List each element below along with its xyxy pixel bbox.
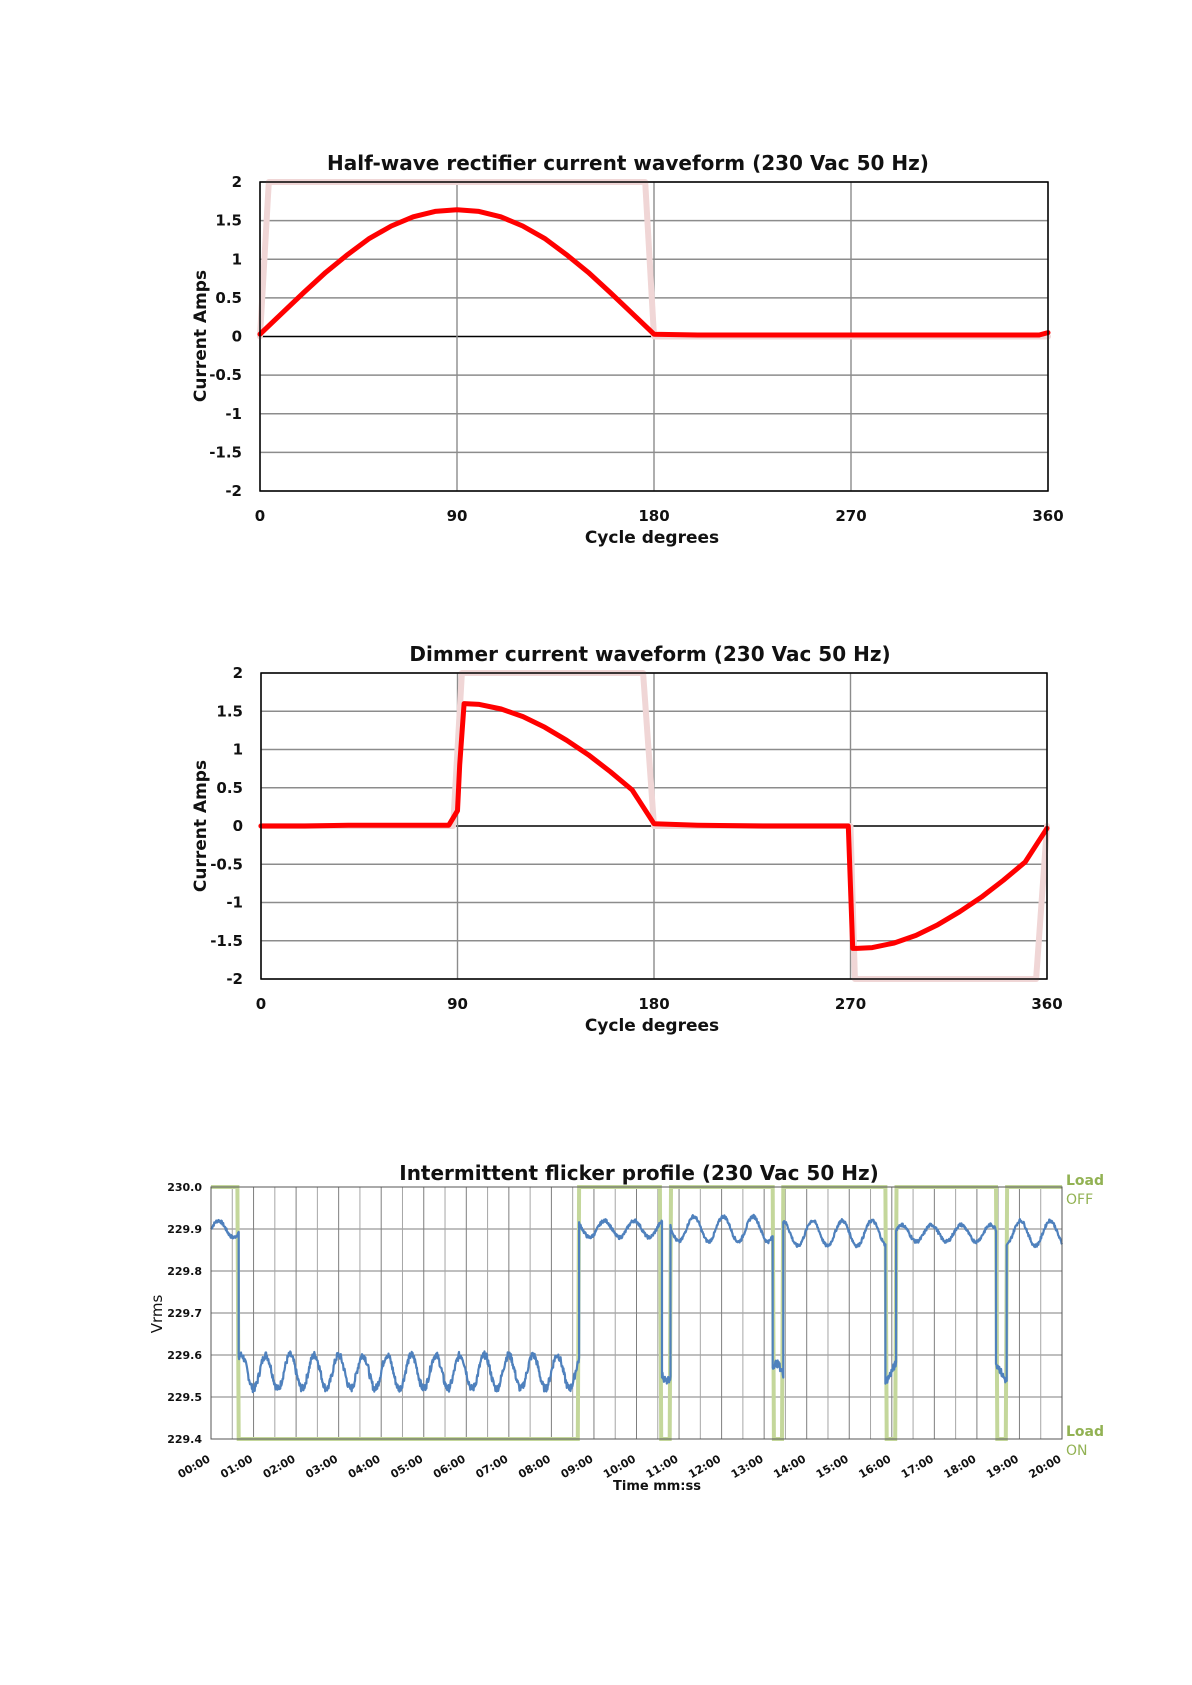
chart-intermittent-flicker: Intermittent flicker profile (230 Vac 50…	[148, 1161, 1104, 1494]
c3-xtick-14: 14:00	[771, 1452, 808, 1481]
c2-ytick-7: -1.5	[210, 932, 243, 950]
chart1-x-axis-label: Cycle degrees	[585, 528, 719, 548]
c2-xtick-1: 90	[447, 995, 468, 1013]
c3-xtick-2: 02:00	[261, 1452, 298, 1481]
chart3-load-off-label-2: OFF	[1066, 1192, 1093, 1208]
c3-xtick-19: 19:00	[984, 1452, 1021, 1481]
c2-ytick-5: -0.5	[210, 855, 243, 873]
c3-xtick-16: 16:00	[856, 1452, 893, 1481]
chart-dimmer: Dimmer current waveform (230 Vac 50 Hz) …	[191, 642, 1063, 1036]
chart3-y-tick-labels: 230.0 229.9 229.8 229.7 229.6 229.5 229.4	[167, 1181, 202, 1446]
c3-xtick-8: 08:00	[516, 1452, 553, 1481]
chart2-y-axis-label: Current Amps	[191, 760, 211, 892]
chart3-x-axis-label: Time mm:ss	[613, 1479, 701, 1494]
c3-xtick-1: 01:00	[218, 1452, 255, 1481]
c3-ytick-1: 229.9	[167, 1223, 202, 1236]
c1-xtick-3: 270	[835, 507, 866, 525]
c2-series-0	[258, 701, 1050, 951]
chart2-plot-frame	[260, 672, 1048, 980]
c3-xtick-12: 12:00	[686, 1452, 723, 1481]
chart-half-wave-rectifier: Half-wave rectifier current waveform (23…	[191, 151, 1064, 548]
chart2-title: Dimmer current waveform (230 Vac 50 Hz)	[409, 642, 890, 666]
chart1-plot-frame	[259, 181, 1049, 492]
c3-xtick-10: 10:00	[601, 1452, 638, 1481]
c3-xtick-5: 05:00	[388, 1452, 425, 1481]
chart2-y-tick-labels: 2 1.5 1 0.5 0 -0.5 -1 -1.5 -2	[210, 664, 243, 988]
c3-xtick-9: 09:00	[559, 1452, 596, 1481]
c2-ytick-3: 0.5	[216, 779, 243, 797]
c2-xtick-3: 270	[835, 995, 866, 1013]
c3-xtick-4: 04:00	[346, 1452, 383, 1481]
chart2-x-tick-labels: 0 90 180 270 360	[256, 995, 1063, 1013]
chart3-load-off-label-1: Load	[1066, 1173, 1104, 1189]
c3-xtick-20: 20:00	[1027, 1452, 1064, 1481]
chart3-load-on-label-2: ON	[1066, 1443, 1088, 1459]
c3-ytick-5: 229.5	[167, 1391, 202, 1404]
chart1-y-axis-label: Current Amps	[191, 270, 211, 402]
chart2-x-axis-label: Cycle degrees	[585, 1016, 719, 1036]
c1-ytick-1: 1.5	[215, 212, 242, 230]
c2-ytick-8: -2	[226, 970, 243, 988]
c3-xtick-0: 00:00	[176, 1452, 213, 1481]
chart3-plot-frame	[210, 1186, 1063, 1440]
c3-ytick-0: 230.0	[167, 1181, 202, 1194]
c3-vrms-series	[210, 1213, 1063, 1394]
c3-xtick-17: 17:00	[899, 1452, 936, 1481]
c3-xtick-18: 18:00	[942, 1452, 979, 1481]
c1-xtick-2: 180	[638, 507, 669, 525]
c2-ytick-6: -1	[226, 894, 243, 912]
c3-ytick-3: 229.7	[167, 1307, 202, 1320]
c1-ytick-3: 0.5	[215, 289, 242, 307]
chart3-load-on-label-1: Load	[1066, 1424, 1104, 1440]
c1-ytick-8: -2	[225, 482, 242, 500]
c1-ytick-0: 2	[232, 173, 242, 191]
c1-ytick-4: 0	[232, 328, 242, 346]
chart3-y-axis-label: Vrms	[148, 1295, 166, 1334]
c2-ytick-1: 1.5	[216, 702, 243, 720]
c3-xtick-11: 11:00	[644, 1452, 681, 1481]
chart1-y-tick-labels: 2 1.5 1 0.5 0 -0.5 -1 -1.5 -2	[209, 173, 242, 500]
c1-ytick-5: -0.5	[209, 366, 242, 384]
c2-xtick-4: 360	[1031, 995, 1062, 1013]
c2-xtick-0: 0	[256, 995, 266, 1013]
c2-ytick-2: 1	[233, 741, 243, 759]
c3-xtick-6: 06:00	[431, 1452, 468, 1481]
c3-xtick-13: 13:00	[729, 1452, 766, 1481]
c1-ytick-2: 1	[232, 250, 242, 268]
c3-ytick-4: 229.6	[167, 1349, 202, 1362]
chart1-x-tick-labels: 0 90 180 270 360	[255, 507, 1064, 525]
c3-xtick-15: 15:00	[814, 1452, 851, 1481]
c3-xtick-3: 03:00	[303, 1452, 340, 1481]
c1-xtick-4: 360	[1032, 507, 1063, 525]
c2-ytick-4: 0	[233, 817, 243, 835]
c1-ytick-7: -1.5	[209, 443, 242, 461]
c2-ytick-0: 2	[233, 664, 243, 682]
c1-series-0	[257, 207, 1051, 338]
chart3-gridlines	[210, 1186, 1063, 1440]
c1-xtick-1: 90	[447, 507, 468, 525]
chart3-x-tick-labels: 00:00 01:00 02:00 03:00 04:00 05:00 06:00 07:00…	[176, 1452, 1064, 1481]
chart3-title: Intermittent flicker profile (230 Vac 50…	[399, 1161, 879, 1185]
c3-ytick-2: 229.8	[167, 1265, 202, 1278]
c1-xtick-0: 0	[255, 507, 265, 525]
chart1-title: Half-wave rectifier current waveform (23…	[327, 151, 929, 175]
c3-ytick-6: 229.4	[167, 1433, 202, 1446]
c2-xtick-2: 180	[638, 995, 669, 1013]
c3-xtick-7: 07:00	[474, 1452, 511, 1481]
c1-ytick-6: -1	[225, 405, 242, 423]
